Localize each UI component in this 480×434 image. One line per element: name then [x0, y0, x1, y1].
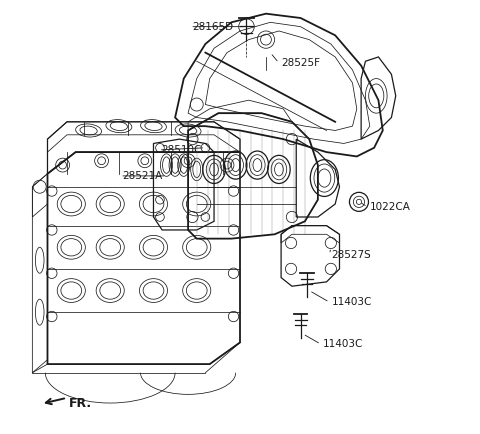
- Text: 1022CA: 1022CA: [370, 202, 411, 212]
- Text: 28510C: 28510C: [161, 145, 201, 155]
- Text: 28525F: 28525F: [281, 58, 320, 68]
- Text: 28527S: 28527S: [332, 250, 372, 260]
- Text: 28165D: 28165D: [192, 22, 234, 32]
- Text: 11403C: 11403C: [332, 297, 372, 307]
- Text: 28521A: 28521A: [122, 171, 163, 181]
- Text: 11403C: 11403C: [323, 339, 363, 349]
- Text: FR.: FR.: [69, 398, 92, 411]
